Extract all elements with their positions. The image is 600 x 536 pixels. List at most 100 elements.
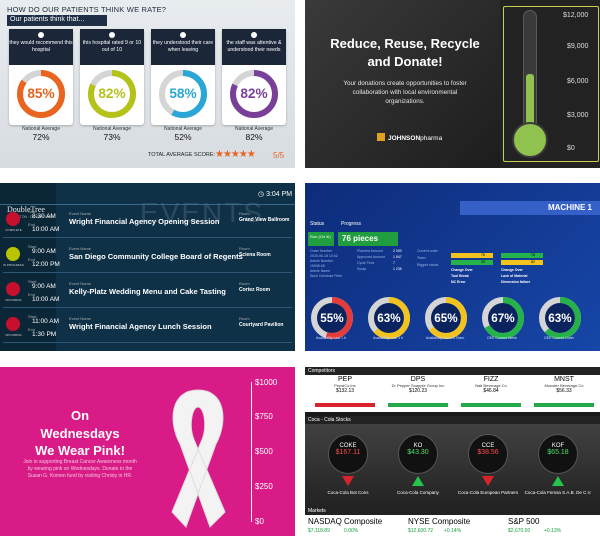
ring-label: 85% xyxy=(27,86,54,101)
ribbon-icon xyxy=(171,389,226,528)
rating-ring: 85% xyxy=(17,70,65,118)
info-label: Cycle Time xyxy=(357,261,375,265)
gauge-label: OEE Current Week xyxy=(487,336,517,340)
pin-icon xyxy=(38,32,44,38)
end-label: End xyxy=(28,257,36,262)
logo-light: pharma xyxy=(420,135,443,142)
bar-value: 82 xyxy=(531,260,535,264)
info-label: Article Name xyxy=(310,269,331,273)
market-change: +0.13% xyxy=(544,528,562,534)
patient-rating-panel: HOW DO OUR PATIENTS THINK WE RATE? Our p… xyxy=(0,0,295,168)
tag-label: Dimension failure xyxy=(501,280,531,284)
progress-bar xyxy=(501,253,543,258)
ring-label: 63% xyxy=(377,312,401,325)
competitor-ticker: DPS Dr Pepper Snapple Group Inc $120.23 xyxy=(383,376,453,407)
info-label: Rigged status xyxy=(417,263,439,267)
stock-company: Coca-Cola Company xyxy=(397,490,439,495)
pin-icon xyxy=(251,32,257,38)
market-name: S&P 500 xyxy=(508,517,540,526)
score-value: 5/5 xyxy=(273,151,285,160)
tick-label: $750 xyxy=(255,412,273,421)
clock: ◷ 3:04 PM xyxy=(258,190,292,198)
pink-body: Join in supporting Breast Cancer Awarene… xyxy=(23,459,137,479)
info-label: Article Number xyxy=(310,259,334,263)
average-label: National Average xyxy=(235,126,273,132)
markets-label: Markets xyxy=(308,508,326,514)
room-label: Room xyxy=(239,246,250,251)
status-label: COMPLETE xyxy=(5,228,22,232)
stock-symbol: COKE xyxy=(339,443,357,449)
axis-line xyxy=(251,382,252,522)
market-name: NASDAQ Composite xyxy=(308,517,383,526)
ring-value-arc xyxy=(230,70,278,118)
end-time: 10:00 AM xyxy=(32,296,60,303)
stocks-panel: Competitors PEP PepsiCo Inc $132.13 DPS Dr P… xyxy=(305,367,600,536)
ring-value-arc xyxy=(482,297,524,339)
average-label: National Average xyxy=(22,126,60,132)
average-value: 52% xyxy=(174,132,192,142)
stock-company: Coca-Cola Femsa S.A.B. De C.V. xyxy=(524,490,592,495)
start-label: Start xyxy=(28,279,37,284)
room-name: Grand View Ballroom xyxy=(239,217,290,223)
rating-ring: 82% xyxy=(230,70,278,118)
stock-price: $167.11 xyxy=(335,449,361,456)
stocks-header xyxy=(305,416,600,424)
ring-label: 82% xyxy=(98,86,125,101)
ticker-symbol: PEP xyxy=(337,376,352,383)
clock-icon: ◷ xyxy=(258,191,267,198)
progress-bar xyxy=(451,253,493,258)
stock-circle: KOF $65.18 xyxy=(538,434,578,474)
markets-header xyxy=(305,508,600,515)
start-time: 9:00 AM xyxy=(32,283,56,290)
gauge-ring: 63% xyxy=(368,297,410,339)
event-row: COMPLETE Start 8:30 AM End 10:00 AM Event Nam… xyxy=(3,208,292,238)
info-label: 16598-65 xyxy=(310,264,325,268)
ring-value-arc xyxy=(425,297,467,339)
machine-panel: MACHINE 1 Status Progress Run (On it!) 7… xyxy=(305,183,600,351)
tag-label: NC Error xyxy=(451,280,466,284)
ticker-name: Dr Pepper Snapple Group Inc xyxy=(391,383,445,388)
star-rating: ★★★★★ xyxy=(215,149,256,160)
status-icon xyxy=(6,282,20,296)
gauge-label: Availability Last 1 h xyxy=(316,336,346,340)
thermometer-fill xyxy=(526,73,534,127)
competitors-header xyxy=(305,367,600,375)
ring-label: 65% xyxy=(434,312,458,325)
up-arrow-icon xyxy=(412,476,424,486)
ticker-symbol: DPS xyxy=(410,376,426,383)
room-label: Room xyxy=(239,281,250,286)
down-arrow-icon xyxy=(342,476,354,486)
gauge-label: OEE Current Order xyxy=(544,336,574,340)
start-label: Start xyxy=(28,209,37,214)
trend-bar xyxy=(534,403,594,407)
room-label: Room xyxy=(239,316,250,321)
rating-card: they understood their care when leaving 5… xyxy=(151,29,215,125)
gauge-ring: 63% xyxy=(539,297,581,339)
rating-card: the staff was attentive & understood the… xyxy=(222,29,286,125)
tick-label: $1000 xyxy=(255,378,278,387)
ticker-price: $56.33 xyxy=(556,388,572,394)
stock-circle: COKE $167.11 xyxy=(328,434,368,474)
tick-label: $12,000 xyxy=(563,12,589,19)
donation-card: Reduce, Reuse, Recycle and Donate! Your … xyxy=(305,0,500,168)
end-label: End xyxy=(28,292,36,297)
competitors-label: Competitors xyxy=(308,368,335,374)
rating-card: this hospital rated 9 or 10 out of 10 82% xyxy=(80,29,144,125)
clock-time: 3:04 PM xyxy=(266,191,293,198)
stock-price: $43.30 xyxy=(407,449,429,456)
gauge-label: Availability Current Team xyxy=(425,336,465,340)
info-value: 1 235 xyxy=(393,267,402,271)
tag-label: Change Over xyxy=(451,268,473,272)
average-value: 82% xyxy=(245,132,263,142)
progress-bar xyxy=(451,260,493,265)
event-name: Wright Financial Agency Opening Session xyxy=(69,217,220,226)
logo-icon xyxy=(377,133,385,141)
ring-value-arc xyxy=(159,70,207,118)
ticker-price: $46.84 xyxy=(483,388,499,394)
pin-icon xyxy=(109,32,115,38)
info-value: 2 000 xyxy=(393,249,402,253)
up-arrow-icon xyxy=(552,476,564,486)
ring-value-arc xyxy=(368,297,410,339)
room-label: Room xyxy=(239,211,250,216)
stock-price: $38.56 xyxy=(477,449,499,456)
